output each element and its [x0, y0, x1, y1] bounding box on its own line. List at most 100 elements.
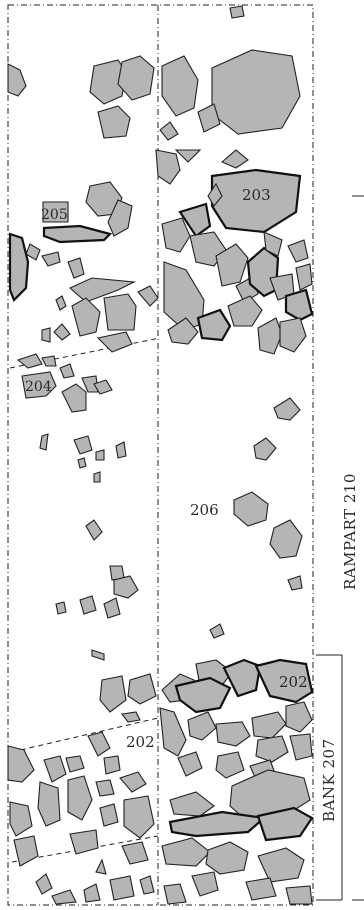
stone: [41, 355, 57, 367]
stone: [41, 327, 51, 343]
stone: [85, 519, 103, 541]
layer-boundary-upper: [9, 337, 161, 369]
stone: [137, 285, 159, 307]
stone: [93, 471, 101, 483]
stone-group-206: [55, 397, 303, 661]
stone: [161, 55, 199, 117]
stone: [220, 149, 249, 169]
stone: [245, 877, 277, 901]
stone: [51, 889, 77, 905]
stone: [67, 775, 93, 821]
stone: [53, 323, 71, 341]
stone: [273, 397, 301, 421]
stone: [269, 519, 303, 559]
stone: [109, 875, 135, 901]
stone: [59, 363, 75, 379]
stone: [35, 873, 53, 895]
stone: [73, 435, 93, 455]
stone: [163, 883, 187, 905]
stone: [55, 601, 67, 615]
stone: [21, 371, 57, 399]
stone: [103, 293, 137, 331]
stone: [196, 308, 232, 342]
stone: [42, 224, 113, 244]
stone: [295, 263, 313, 291]
stone: [211, 49, 301, 135]
stone: [174, 149, 202, 163]
stone: [215, 721, 251, 747]
stone: [41, 251, 61, 267]
stone: [13, 835, 39, 867]
stone: [255, 735, 289, 763]
stone: [263, 231, 283, 257]
stone: [229, 5, 245, 19]
stone: [257, 847, 305, 883]
stone: [123, 795, 155, 839]
stone: [159, 707, 187, 757]
stone: [115, 441, 127, 459]
stone-group-204: [16, 353, 127, 483]
stone: [287, 239, 309, 263]
stone: [155, 149, 181, 185]
stone: [77, 457, 87, 469]
stone: [83, 883, 101, 903]
stone: [71, 297, 101, 337]
stone: [95, 858, 107, 875]
stone: [161, 837, 211, 867]
stone: [7, 63, 27, 97]
stone: [9, 801, 33, 837]
stone: [215, 751, 245, 779]
stone: [61, 383, 87, 413]
stone: [89, 59, 127, 105]
stone: [87, 731, 111, 757]
stone: [97, 105, 131, 139]
stone: [178, 202, 212, 238]
stone: [25, 243, 41, 261]
stone: [207, 182, 223, 207]
stone: [79, 595, 97, 615]
stone: [55, 295, 67, 311]
context-label-202-upper: 202: [279, 673, 308, 691]
stone-group-top: [7, 5, 301, 237]
stone: [99, 803, 119, 827]
stone: [117, 55, 155, 101]
bank-label: BANK 207: [320, 738, 338, 822]
stone: [222, 658, 262, 698]
stone: [103, 755, 121, 775]
stone-group-203: [8, 168, 314, 355]
stone: [42, 201, 69, 223]
stone: [67, 257, 85, 279]
stone: [187, 711, 217, 741]
stone: [168, 810, 267, 838]
stone: [254, 658, 314, 704]
stone: [257, 317, 283, 355]
stone: [197, 103, 221, 133]
stone: [229, 769, 311, 821]
stone: [167, 317, 199, 345]
stone: [65, 755, 85, 773]
stone: [37, 781, 61, 827]
stone: [7, 745, 35, 783]
context-label-206: 206: [190, 501, 219, 519]
stone: [127, 673, 157, 705]
stone: [285, 701, 313, 733]
stone: [121, 841, 149, 865]
context-label-202-lower: 202: [126, 733, 155, 751]
stone: [16, 353, 43, 369]
rampart-label: RAMPART 210: [341, 473, 359, 590]
stone: [81, 375, 99, 393]
stone: [159, 121, 179, 141]
stone: [287, 575, 303, 591]
stone: [191, 871, 219, 897]
rampart-bracket: [352, 195, 364, 901]
stone: [113, 575, 139, 599]
stone: [177, 751, 203, 777]
stone: [119, 771, 147, 793]
stone: [169, 791, 215, 817]
context-label-205: 205: [41, 207, 68, 223]
stone: [253, 437, 277, 461]
stone: [227, 295, 263, 327]
stone: [69, 829, 99, 855]
stone: [210, 168, 302, 234]
